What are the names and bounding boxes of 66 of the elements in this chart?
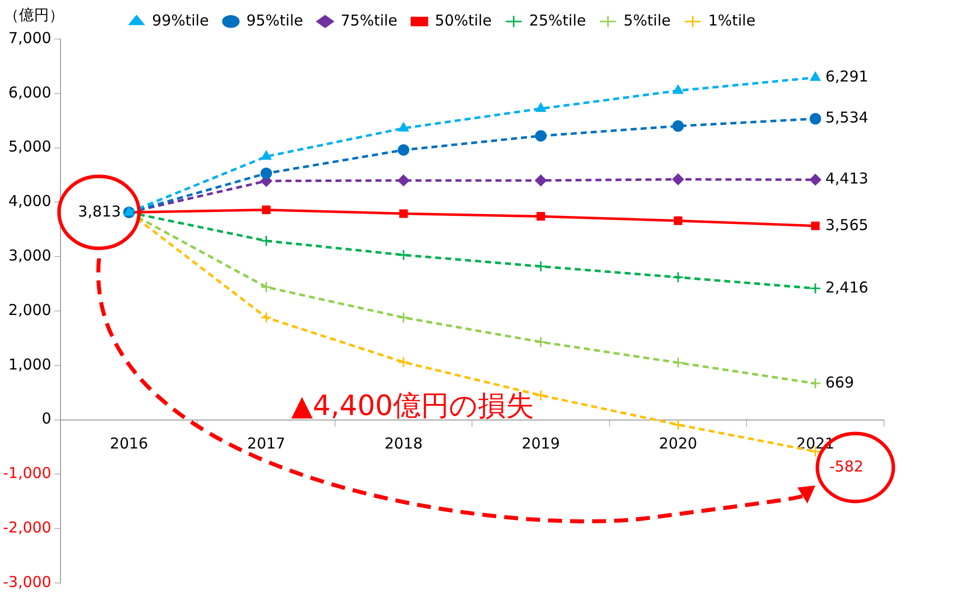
legend-label: 75%tile [340,11,398,30]
data-label: 6,291 [825,67,868,86]
data-label: 669 [825,373,854,392]
data-label: 2,416 [825,278,868,296]
point [398,144,410,156]
point [536,102,546,112]
point [810,72,820,81]
x-tick-label: 2016 [110,434,148,453]
point [673,84,684,94]
x-tick-label: 2019 [522,434,560,453]
point [260,312,272,324]
point [260,168,272,180]
point [672,356,684,368]
legend-label: 1%tile [708,11,756,30]
y-tick-label: 7,000 [8,28,52,47]
point [674,216,682,225]
legend-label: 99%tile [152,11,209,30]
x-tick-label: 2018 [384,434,423,453]
annotation: ▲4,400億円の損失 [291,389,534,422]
point [536,212,546,221]
y-tick-label: -1,000 [2,464,52,482]
point [810,378,822,390]
point [672,418,684,430]
point [810,174,822,186]
y-axis-title: （億円） [4,6,64,24]
point [398,312,410,324]
point [398,122,409,132]
x-tick-label: 2017 [247,434,286,453]
point [810,113,822,124]
y-tick-label: 6,000 [8,83,52,102]
x-tick-label: 2020 [658,434,698,453]
legend-label: 25%tile [529,11,586,30]
point [398,249,410,261]
point [260,235,272,247]
legend-label: 50%tile [434,11,492,30]
data-label: 5,534 [825,108,868,127]
point [260,281,272,293]
point [398,174,410,186]
point [672,174,684,186]
data-label: -582 [829,457,864,476]
point [399,209,408,218]
point [535,130,547,142]
data-label: 3,813 [78,202,121,220]
y-tick-label: 3,000 [8,246,52,264]
legend-label: 5%tile [623,11,671,30]
point [535,390,547,402]
point [262,206,271,214]
legend-label: 95%tile [246,11,304,30]
point [261,150,272,160]
data-label: 3,565 [825,216,868,234]
y-tick-label: 4,000 [8,192,52,210]
y-tick-label: 0 [42,410,52,428]
y-tick-label: -2,000 [2,518,52,536]
point [398,356,410,368]
point [535,336,547,348]
data-label: 4,413 [825,170,868,188]
y-tick-label: -3,000 [2,572,52,591]
y-tick-label: 5,000 [8,138,52,156]
y-tick-label: 1,000 [8,355,52,374]
point [810,282,822,294]
point [672,272,684,284]
point [811,222,820,230]
point [535,174,547,186]
y-tick-label: 2,000 [8,300,52,319]
point [672,120,684,132]
point [535,260,547,272]
